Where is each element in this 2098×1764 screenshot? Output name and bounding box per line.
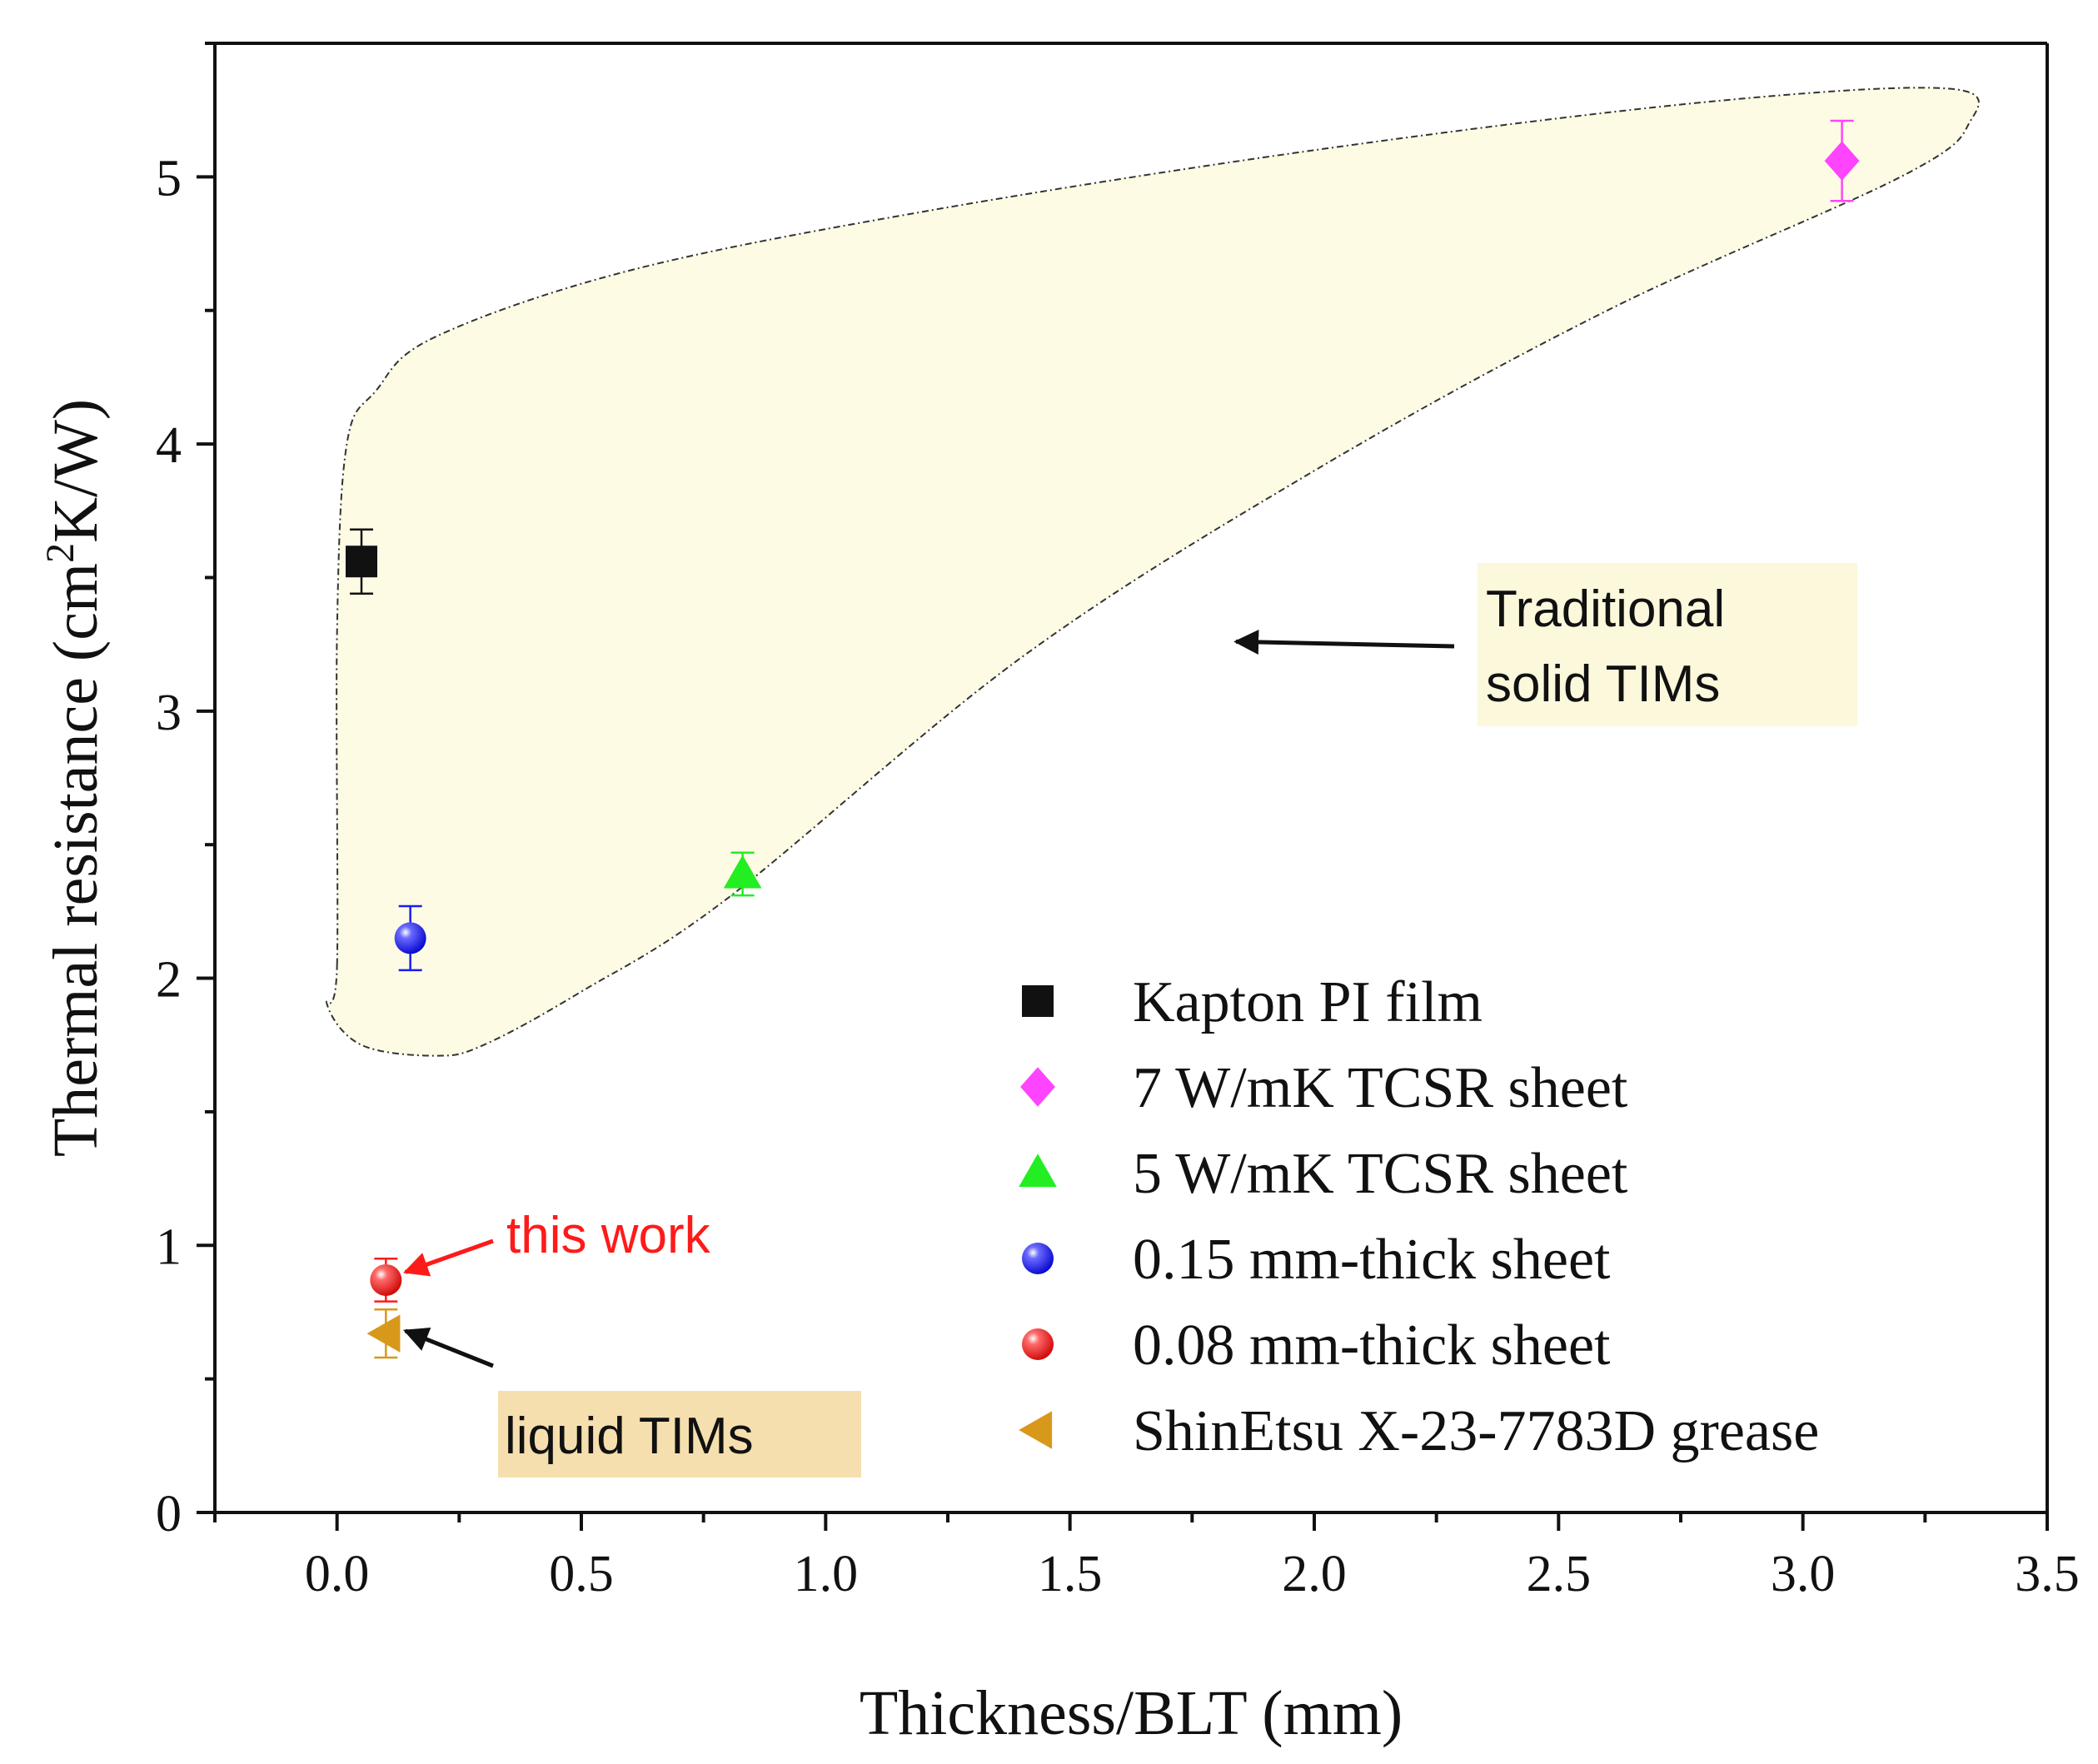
y-axis-label-tail: K/W)	[41, 399, 111, 543]
annotation-traditional-arrow	[1233, 630, 1455, 655]
point-7-w-mk-tcsr-sheet	[1824, 119, 1860, 202]
annotation-traditional-line-2: solid TIMs	[1486, 655, 1720, 713]
marker-legend-0-08-mm-thick-sheet	[1022, 1328, 1054, 1360]
legend-item-5-w-mk-tcsr-sheet: 5 W/mK TCSR sheet	[1019, 1142, 1628, 1206]
point-5-w-mk-tcsr-sheet	[723, 851, 762, 897]
y-tick-label: 1	[156, 1218, 182, 1275]
legend-label-0-08-mm-thick-sheet: 0.08 mm-thick sheet	[1133, 1313, 1611, 1378]
x-tick-label: 1.0	[794, 1546, 859, 1602]
marker-legend-kapton-pi-film	[1022, 985, 1054, 1017]
x-axis-label: Thickness/BLT (mm)	[860, 1678, 1403, 1748]
marker-shinetsu-x-23-7783d-grease	[366, 1314, 401, 1353]
annotation-this-work: this work	[402, 1207, 711, 1277]
x-tick-label: 0.5	[549, 1546, 614, 1602]
x-axis-ticks	[213, 1512, 2049, 1531]
legend-label-7-w-mk-tcsr-sheet: 7 W/mK TCSR sheet	[1133, 1056, 1628, 1120]
legend-label-0-15-mm-thick-sheet: 0.15 mm-thick sheet	[1133, 1228, 1611, 1292]
y-tick-label: 3	[156, 685, 182, 741]
point-shinetsu-x-23-7783d-grease	[366, 1308, 401, 1359]
marker-5-w-mk-tcsr-sheet	[723, 855, 762, 889]
y-tick-label: 5	[156, 150, 182, 207]
x-tick-label: 1.5	[1038, 1546, 1103, 1602]
x-tick-label: 3.0	[1771, 1546, 1836, 1602]
traditional-tims-region	[325, 87, 1980, 1057]
legend-label-kapton-pi-film: Kapton PI film	[1133, 970, 1483, 1034]
legend-label-shinetsu-x-23-7783d-grease: ShinEtsu X-23-7783D grease	[1133, 1399, 1819, 1463]
legend: Kapton PI film 7 W/mK TCSR sheet 5 W/mK TC…	[1019, 970, 1819, 1463]
y-axis-label-main: Thermal resistance (cm	[41, 563, 111, 1157]
legend-item-0-15-mm-thick-sheet: 0.15 mm-thick sheet	[1022, 1228, 1611, 1292]
marker-legend-0-15-mm-thick-sheet	[1022, 1243, 1054, 1274]
legend-label-5-w-mk-tcsr-sheet: 5 W/mK TCSR sheet	[1133, 1142, 1628, 1206]
annotation-this-work-text: this work	[506, 1207, 711, 1264]
y-axis-tick-labels: 0 1 2 3 4 5	[156, 150, 182, 1542]
x-tick-label: 2.0	[1282, 1546, 1347, 1602]
marker-kapton-pi-film	[346, 546, 377, 578]
marker-legend-5-w-mk-tcsr-sheet	[1019, 1154, 1057, 1188]
legend-item-shinetsu-x-23-7783d-grease: ShinEtsu X-23-7783D grease	[1019, 1399, 1819, 1463]
y-axis-ticks	[197, 42, 215, 1514]
marker-legend-shinetsu-x-23-7783d-grease	[1019, 1411, 1053, 1449]
annotation-traditional-line-1: Traditional	[1486, 581, 1725, 638]
marker-7-w-mk-tcsr-sheet	[1824, 141, 1860, 181]
point-kapton-pi-film	[346, 528, 377, 595]
point-0-15-mm-thick-sheet	[394, 904, 426, 972]
x-axis-tick-labels: 0.0 0.5 1.0 1.5 2.0 2.5 3.0 3.5	[305, 1546, 2080, 1602]
y-tick-label: 4	[156, 417, 182, 474]
annotation-liquid-arrow	[403, 1328, 494, 1368]
data-points	[346, 119, 1860, 1359]
y-axis-label-superscript: 2	[38, 543, 82, 563]
annotation-liquid-text: liquid TIMs	[505, 1408, 754, 1465]
annotation-traditional: Traditional solid TIMs	[1233, 563, 1857, 726]
x-tick-label: 0.0	[305, 1546, 370, 1602]
annotation-liquid-box	[498, 1391, 861, 1477]
x-tick-label: 2.5	[1527, 1546, 1592, 1602]
point-0-08-mm-thick-sheet	[370, 1258, 402, 1303]
legend-item-kapton-pi-film: Kapton PI film	[1022, 970, 1483, 1034]
x-tick-label: 3.5	[2015, 1546, 2080, 1602]
legend-item-0-08-mm-thick-sheet: 0.08 mm-thick sheet	[1022, 1313, 1611, 1378]
plot-frame	[213, 42, 2049, 1514]
y-tick-label: 0	[156, 1486, 182, 1542]
annotation-liquid: liquid TIMs	[403, 1328, 861, 1477]
marker-0-15-mm-thick-sheet	[394, 922, 426, 954]
annotation-traditional-box	[1478, 563, 1857, 726]
marker-0-08-mm-thick-sheet	[370, 1263, 402, 1296]
y-tick-label: 2	[156, 952, 182, 1009]
annotation-this-work-arrow	[402, 1238, 494, 1277]
y-axis-label: Thermal resistance (cm2K/W)	[38, 399, 111, 1157]
legend-item-7-w-mk-tcsr-sheet: 7 W/mK TCSR sheet	[1020, 1056, 1628, 1120]
marker-legend-7-w-mk-tcsr-sheet	[1020, 1067, 1055, 1107]
